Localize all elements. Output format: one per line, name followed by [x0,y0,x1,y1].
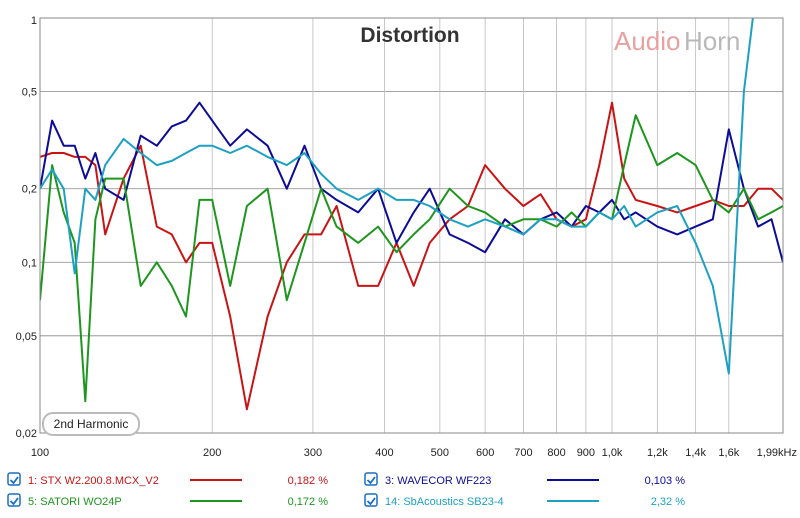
legend-name: 3: WAVECOR WF223 [385,475,491,487]
legend-check[interactable] [9,497,19,506]
legend-check[interactable] [366,476,376,485]
harmonic-button[interactable] [42,412,140,436]
legend-checkbox[interactable] [364,493,378,507]
legend-name: 5: SATORI WO24P [28,496,122,508]
x-tick-label: 400 [375,447,393,459]
legend-checkbox[interactable] [7,493,21,507]
x-tick-label: 1,0k [602,447,623,459]
legend-check[interactable] [366,497,376,506]
plot-lines [40,18,783,411]
legend: 1: STX W2.200.8.MCX_V2 0,182 % 3: WAVECOR … [7,472,686,508]
legend-name: 1: STX W2.200.8.MCX_V2 [28,475,159,487]
watermark-audio: Audio [614,26,681,56]
y-tick-label: 0,5 [22,87,37,99]
harmonic-button-label[interactable]: 2nd Harmonic [54,417,129,431]
watermark-horn: Horn [684,26,740,56]
legend-checkbox[interactable] [7,472,21,486]
plot-frame [39,17,784,434]
legend-readout: 0,172 % [288,496,329,508]
series-line [40,18,754,375]
y-tick-label: 1 [31,15,37,27]
x-tick-label: 100 [31,447,49,459]
legend-readout: 0,182 % [288,475,329,487]
y-tick-label: 0,05 [16,331,37,343]
x-tick-label: 1,2k [647,447,668,459]
x-tick-label: 1,4k [685,447,706,459]
x-tick-label: 500 [431,447,449,459]
x-tick-label: 600 [476,447,494,459]
y-tick-label: 0,2 [22,184,37,196]
legend-readout: 2,32 % [651,496,685,508]
y-tick-label: 0,1 [22,257,37,269]
x-tick-label: 200 [203,447,221,459]
y-tick-label: 0,02 [16,428,37,440]
x-tick-label: 1,99kHz [757,447,797,459]
series-line [40,101,783,263]
chart-title: Distortion [360,24,459,47]
x-tick-label: 300 [304,447,322,459]
series-line [40,114,783,403]
x-tick-label: 1,6k [718,447,739,459]
x-tick-label: 700 [514,447,532,459]
x-tick-label: 800 [547,447,565,459]
legend-name: 14: SbAcoustics SB23-4 [385,496,504,508]
x-tick-label: 900 [577,447,595,459]
legend-check[interactable] [9,476,19,485]
legend-readout: 0,103 % [645,475,686,487]
legend-checkbox[interactable] [364,472,378,486]
